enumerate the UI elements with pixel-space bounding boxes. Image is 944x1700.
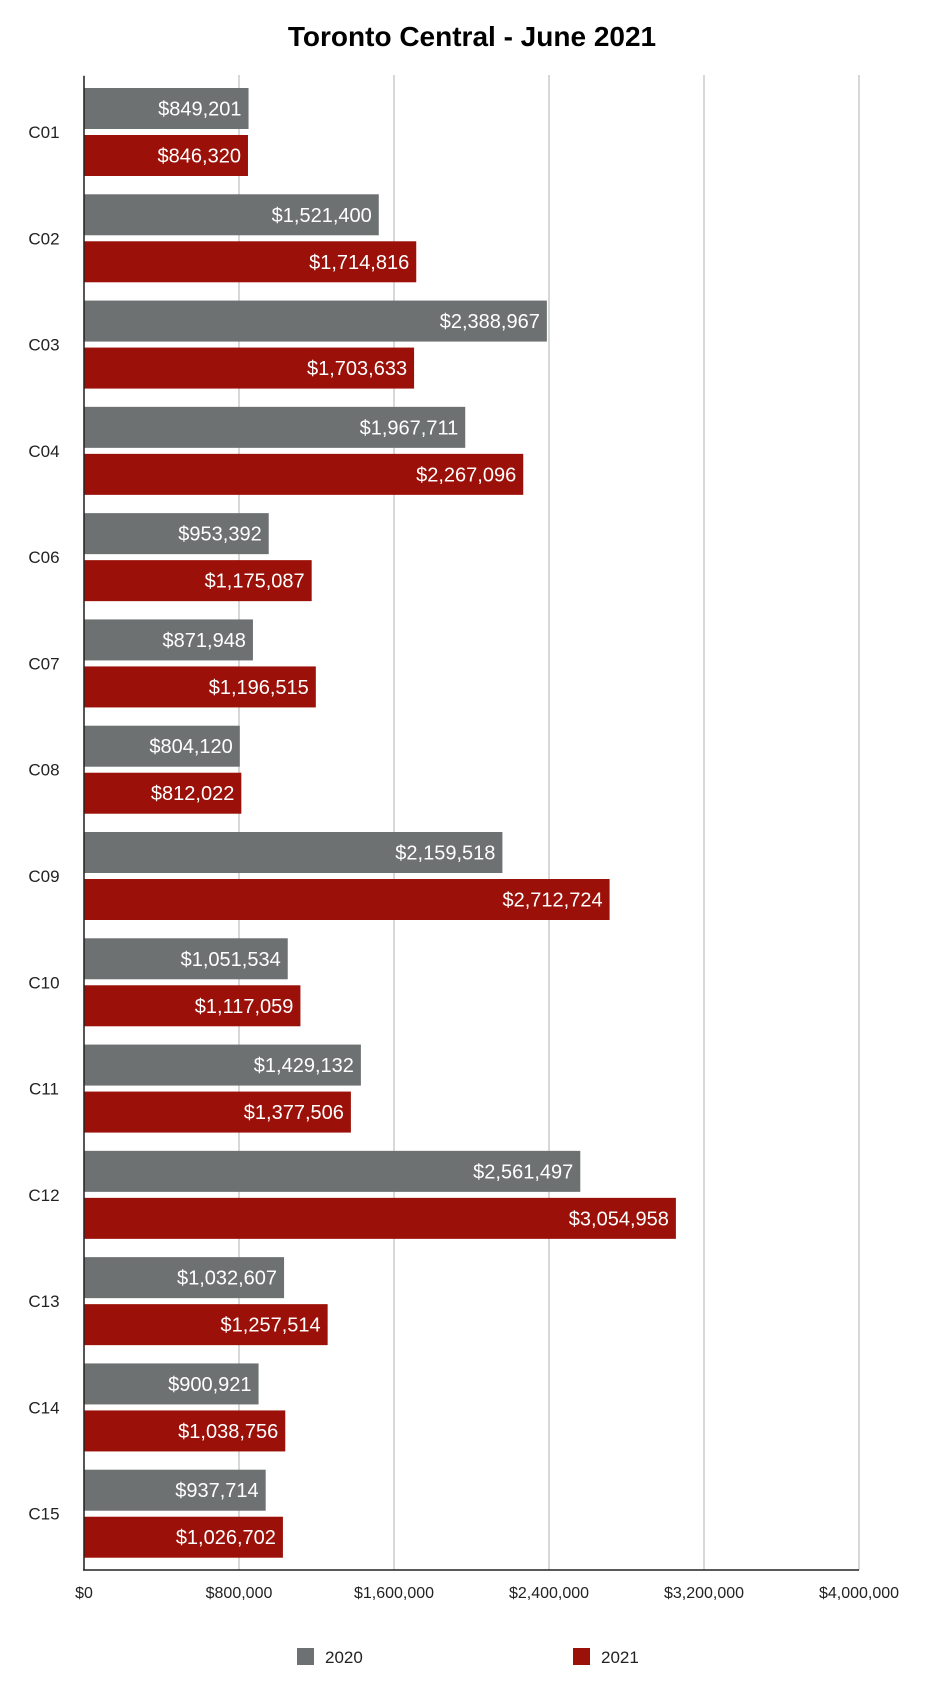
category-label-C15: C15	[28, 1505, 59, 1524]
bar-2021-C13	[84, 1304, 328, 1346]
data-label-2020-C03: $2,388,967	[440, 311, 540, 333]
bar-2020-C13	[84, 1257, 285, 1299]
x-tick-label-5: $4,000,000	[819, 1585, 899, 1602]
data-label-2021-C15: $1,026,702	[176, 1527, 276, 1549]
legend-label-2020: 2020	[325, 1648, 363, 1667]
data-label-2021-C09: $2,712,724	[502, 890, 602, 912]
bar-2020-C07	[84, 619, 253, 661]
chart-title: Toronto Central - June 2021	[288, 21, 656, 52]
data-label-2021-C12: $3,054,958	[569, 1208, 669, 1230]
category-label-C04: C04	[28, 442, 59, 461]
category-labels-group: C01 C02 C03 C04 C06 C07 C08 C09 C10 C11 C12 C13 C14 C…	[28, 123, 59, 1524]
data-label-2021-C03: $1,703,633	[307, 358, 407, 380]
category-label-C14: C14	[28, 1398, 59, 1417]
data-label-2020-C08: $804,120	[149, 736, 232, 758]
bar-labels-group: $849,201 $846,320 $1,521,400 $1,714,816 $2,3…	[149, 99, 669, 1550]
data-label-2020-C13: $1,032,607	[177, 1268, 277, 1290]
bar-2021-C06	[84, 560, 312, 602]
category-label-C03: C03	[28, 336, 59, 355]
bar-2020-C11	[84, 1044, 361, 1086]
data-label-2021-C14: $1,038,756	[178, 1421, 278, 1443]
data-label-2020-C06: $953,392	[178, 524, 261, 546]
legend: 2020 2021	[297, 1648, 639, 1667]
bar-2020-C01	[84, 88, 249, 129]
bar-2021-C09	[84, 879, 610, 920]
bar-2020-C08	[84, 725, 240, 767]
category-label-C10: C10	[28, 973, 59, 992]
bar-2021-C14	[84, 1410, 286, 1452]
data-label-2021-C06: $1,175,087	[205, 571, 305, 593]
data-label-2020-C10: $1,051,534	[181, 949, 281, 971]
data-label-2020-C15: $937,714	[175, 1480, 258, 1502]
gridlines	[83, 75, 860, 1570]
bar-2021-C15	[84, 1516, 283, 1558]
category-label-C02: C02	[28, 229, 59, 248]
bar-2020-C06	[84, 513, 269, 555]
data-label-2020-C07: $871,948	[163, 630, 246, 652]
legend-swatch-2021	[573, 1648, 590, 1665]
bar-2021-C07	[84, 666, 316, 708]
category-label-C08: C08	[28, 761, 59, 780]
x-tick-label-1: $800,000	[206, 1585, 273, 1602]
bar-2020-C03	[84, 300, 547, 342]
category-label-C11: C11	[29, 1080, 59, 1099]
bar-2020-C10	[84, 938, 288, 980]
data-label-2020-C11: $1,429,132	[254, 1055, 354, 1077]
bar-2020-C02	[84, 194, 379, 236]
data-label-2021-C10: $1,117,059	[195, 996, 294, 1018]
bar-2020-C04	[84, 406, 466, 448]
category-label-C09: C09	[28, 867, 59, 886]
data-label-2020-C02: $1,521,400	[272, 205, 372, 227]
data-label-2020-C14: $900,921	[168, 1374, 251, 1396]
x-axis: $0 $800,000 $1,600,000 $2,400,000 $3,200,000…	[75, 76, 899, 1602]
data-label-2020-C12: $2,561,497	[473, 1161, 573, 1183]
x-tick-label-0: $0	[75, 1585, 93, 1602]
bar-2020-C09	[84, 832, 503, 873]
data-label-2020-C01: $849,201	[158, 99, 241, 121]
category-label-C07: C07	[28, 654, 59, 673]
bar-2021-C01	[84, 135, 248, 176]
category-label-C01: C01	[28, 123, 59, 142]
bar-2020-C14	[84, 1363, 259, 1405]
bar-2021-C02	[84, 241, 417, 283]
bar-2021-C03	[84, 347, 415, 389]
bar-2020-C15	[84, 1469, 266, 1511]
bar-2021-C08	[84, 772, 242, 814]
data-label-2020-C09: $2,159,518	[395, 843, 495, 865]
bar-2021-C04	[84, 453, 524, 495]
data-label-2020-C04: $1,967,711	[360, 417, 459, 439]
bars-group	[84, 88, 676, 1558]
category-label-C06: C06	[28, 548, 59, 567]
bar-2021-C10	[84, 985, 301, 1027]
data-label-2021-C04: $2,267,096	[416, 464, 516, 486]
data-label-2021-C11: $1,377,506	[244, 1102, 344, 1124]
legend-label-2021: 2021	[601, 1648, 639, 1667]
data-label-2021-C01: $846,320	[158, 146, 241, 168]
data-label-2021-C08: $812,022	[151, 783, 234, 805]
x-tick-label-2: $1,600,000	[354, 1585, 434, 1602]
category-label-C12: C12	[28, 1186, 59, 1205]
data-label-2021-C02: $1,714,816	[309, 252, 409, 274]
bar-2020-C12	[84, 1150, 581, 1192]
data-label-2021-C07: $1,196,515	[209, 677, 309, 699]
x-tick-label-3: $2,400,000	[509, 1585, 589, 1602]
bar-2021-C12	[84, 1197, 676, 1239]
bar-2021-C11	[84, 1091, 351, 1133]
category-label-C13: C13	[28, 1292, 59, 1311]
data-label-2021-C13: $1,257,514	[221, 1315, 321, 1337]
x-tick-label-4: $3,200,000	[664, 1585, 744, 1602]
legend-swatch-2020	[297, 1648, 314, 1665]
